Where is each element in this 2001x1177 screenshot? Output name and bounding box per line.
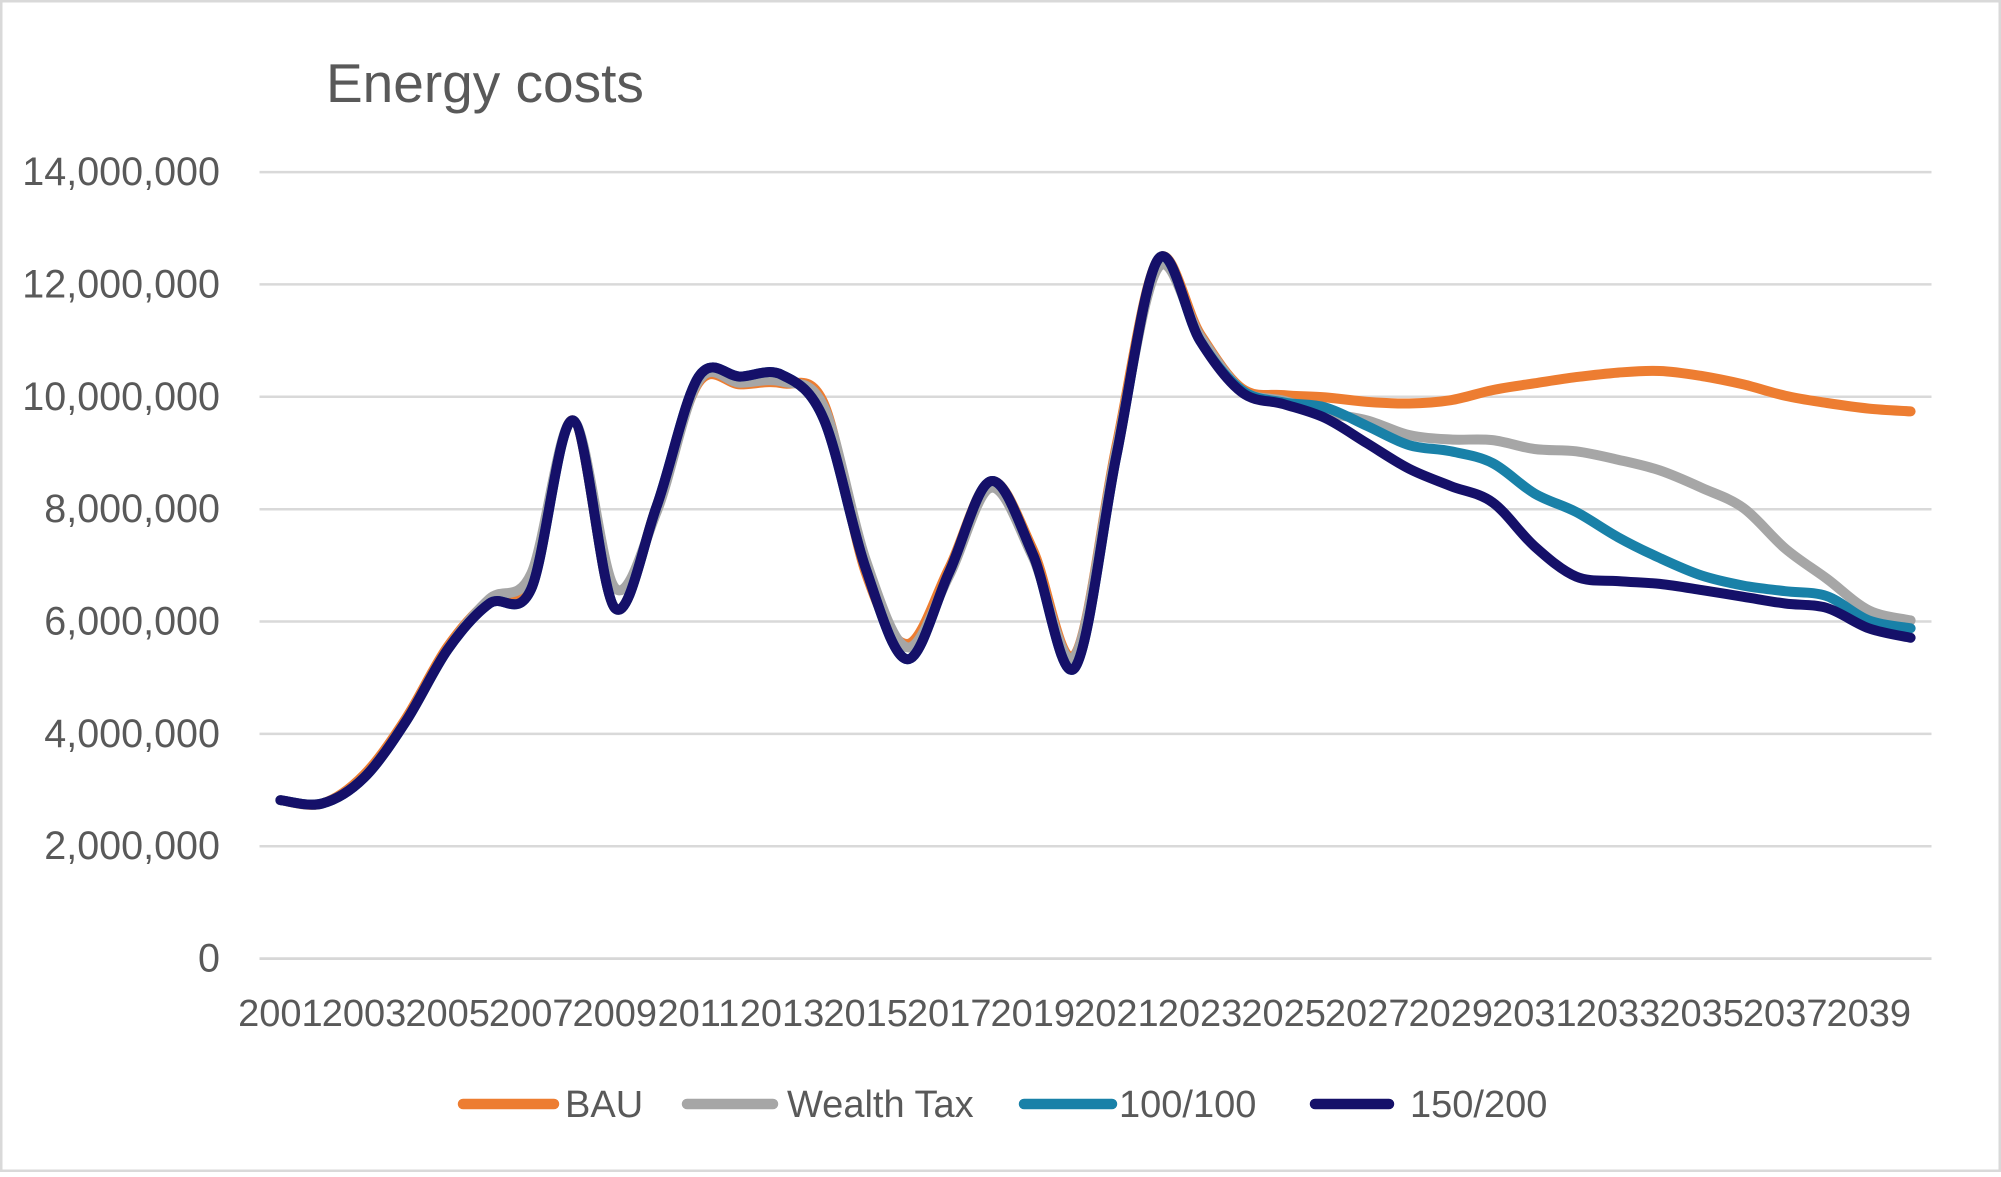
svg-text:2013: 2013 [740,993,825,1035]
svg-text:100/100: 100/100 [1119,1084,1256,1126]
svg-text:150/200: 150/200 [1410,1084,1547,1126]
svg-text:Energy costs: Energy costs [326,52,644,114]
svg-text:2021: 2021 [1074,993,1159,1035]
svg-text:BAU: BAU [565,1084,643,1126]
svg-text:2031: 2031 [1492,993,1577,1035]
svg-text:10,000,000: 10,000,000 [22,375,220,419]
svg-text:12,000,000: 12,000,000 [22,262,220,306]
svg-text:2019: 2019 [991,993,1076,1035]
svg-text:2023: 2023 [1158,993,1243,1035]
svg-text:2029: 2029 [1409,993,1494,1035]
svg-text:2005: 2005 [405,993,490,1035]
svg-text:2025: 2025 [1241,993,1326,1035]
svg-text:2011: 2011 [658,993,740,1035]
svg-text:2039: 2039 [1827,993,1912,1035]
svg-text:6,000,000: 6,000,000 [44,600,220,644]
svg-text:2027: 2027 [1325,993,1410,1035]
svg-text:4,000,000: 4,000,000 [44,712,220,756]
svg-text:14,000,000: 14,000,000 [22,150,220,194]
svg-text:8,000,000: 8,000,000 [44,487,220,531]
svg-text:Wealth Tax: Wealth Tax [787,1084,974,1126]
svg-text:2035: 2035 [1659,993,1744,1035]
svg-text:2001: 2001 [238,993,323,1035]
svg-text:2009: 2009 [573,993,658,1035]
svg-text:2033: 2033 [1576,993,1661,1035]
svg-text:2007: 2007 [489,993,574,1035]
svg-text:2017: 2017 [907,993,992,1035]
svg-text:2003: 2003 [322,993,407,1035]
svg-text:2,000,000: 2,000,000 [44,824,220,868]
svg-text:2037: 2037 [1743,993,1828,1035]
svg-text:2015: 2015 [823,993,908,1035]
svg-text:0: 0 [198,937,220,981]
